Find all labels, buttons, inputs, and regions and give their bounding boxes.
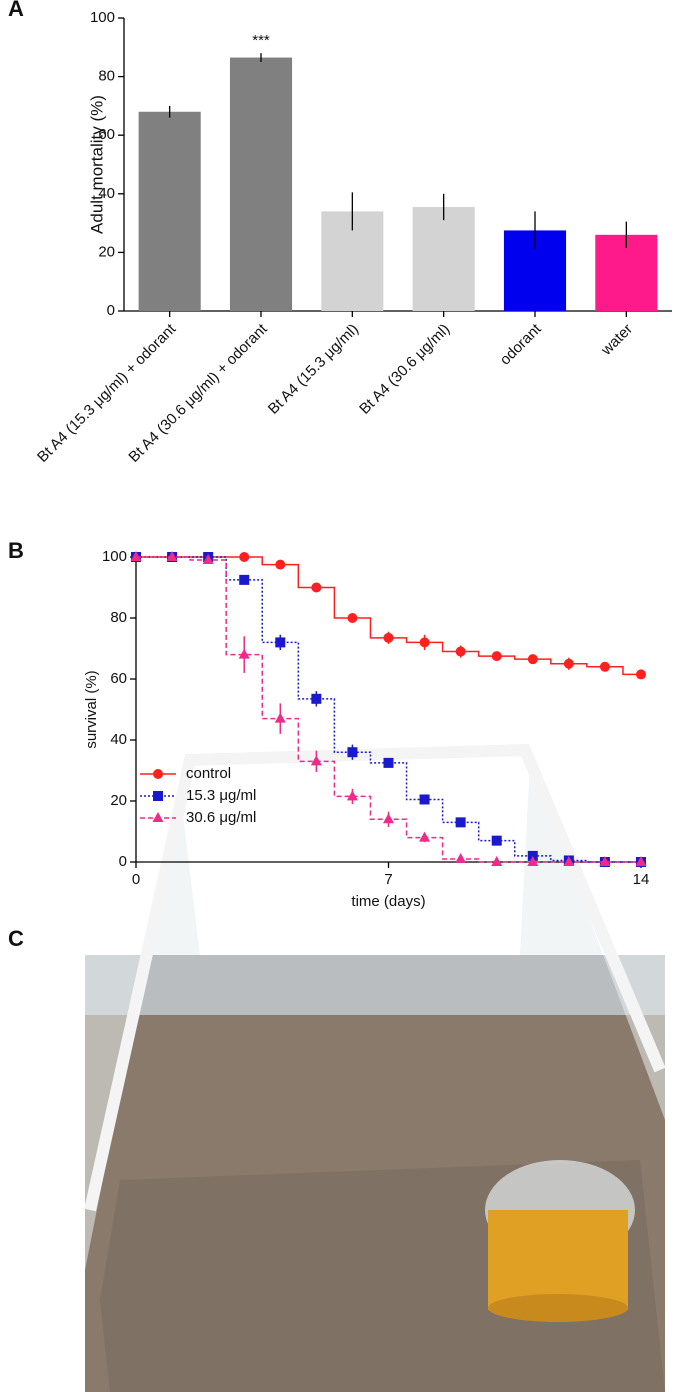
significance: *** (252, 32, 270, 49)
marker (383, 632, 394, 643)
y-tick-label: 0 (107, 302, 115, 319)
marker (130, 551, 142, 561)
marker (491, 835, 502, 846)
marker (527, 850, 538, 861)
marker (275, 559, 286, 570)
y-tick-label: 100 (90, 9, 115, 26)
marker (383, 757, 394, 768)
marker (275, 637, 286, 648)
bar (229, 57, 293, 312)
step-line (136, 556, 641, 863)
panel-label: A (8, 0, 24, 21)
marker (563, 658, 574, 669)
marker (491, 856, 503, 866)
photo-frame (84, 743, 666, 1212)
y-tick-label: 60 (98, 126, 115, 143)
x-axis-label: time (days) (351, 893, 425, 910)
marker (311, 693, 322, 704)
panel-label: C (8, 926, 24, 951)
marker (527, 654, 538, 665)
marker (419, 831, 431, 842)
marker (635, 856, 647, 866)
legend-label: 30.6 μg/ml (186, 809, 256, 826)
x-tick-label: 14 (633, 871, 650, 888)
step-line (136, 556, 641, 676)
marker (419, 794, 430, 805)
x-tick-label: 0 (132, 871, 140, 888)
legend-marker (153, 769, 163, 779)
marker (599, 661, 610, 672)
y-tick-label: 100 (102, 548, 127, 565)
marker (599, 856, 611, 866)
marker (239, 552, 250, 562)
x-tick-label: water (597, 321, 636, 360)
marker (455, 852, 467, 863)
marker (636, 669, 646, 680)
series (131, 552, 646, 680)
marker (238, 648, 250, 659)
legend-marker (153, 791, 163, 801)
y-tick-label: 60 (110, 670, 127, 687)
legend-label: 15.3 μg/ml (186, 787, 256, 804)
photo (84, 743, 666, 1392)
y-tick-label: 80 (110, 609, 127, 626)
step-line (136, 556, 641, 863)
marker (527, 856, 539, 866)
y-axis-label: Adult mortality (%) (87, 95, 106, 234)
marker (383, 813, 394, 824)
series (130, 551, 647, 866)
marker (563, 856, 575, 866)
marker (491, 651, 502, 662)
y-tick-label: 20 (110, 792, 127, 809)
marker (455, 817, 466, 828)
marker (239, 574, 250, 585)
marker (346, 790, 358, 801)
y-tick-label: 40 (98, 185, 115, 202)
legend-label: control (186, 765, 231, 782)
marker (310, 755, 322, 766)
marker (347, 747, 358, 758)
marker (166, 551, 178, 561)
marker (347, 613, 358, 623)
x-tick-label: Bt A4 (15.3 μg/ml) (265, 321, 362, 418)
y-axis-label: survival (%) (83, 670, 100, 748)
x-tick-label: 7 (384, 871, 392, 888)
marker (419, 637, 430, 648)
y-tick-label: 40 (110, 731, 127, 748)
photo-wall (85, 955, 665, 1015)
photo-net (520, 760, 665, 1120)
y-tick-label: 80 (98, 68, 115, 85)
photo-beaker-base (488, 1294, 628, 1322)
legend-marker (152, 812, 164, 822)
photo-net (85, 790, 200, 1270)
x-tick-label: odorant (497, 320, 546, 369)
bar (138, 111, 201, 311)
bar (412, 206, 475, 311)
marker (311, 582, 322, 593)
y-tick-label: 20 (98, 243, 115, 260)
marker (455, 646, 466, 657)
photo-beaker-liquid (488, 1210, 628, 1310)
x-tick-label: Bt A4 (30.6 μg/ml) (356, 321, 453, 418)
y-tick-label: 0 (119, 853, 127, 870)
marker (274, 712, 286, 723)
panel-label: B (8, 538, 24, 563)
marker (202, 554, 214, 565)
